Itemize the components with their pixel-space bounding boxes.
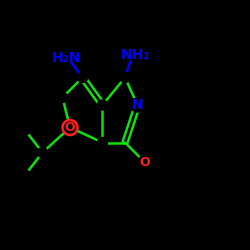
Circle shape — [38, 148, 48, 158]
Circle shape — [20, 170, 30, 180]
Circle shape — [62, 52, 72, 62]
Circle shape — [128, 50, 138, 60]
Circle shape — [138, 156, 152, 170]
Text: NH₂: NH₂ — [120, 48, 150, 62]
Circle shape — [98, 100, 108, 110]
Circle shape — [98, 138, 108, 147]
Circle shape — [120, 72, 130, 83]
Text: H₂N: H₂N — [52, 50, 81, 64]
Text: O: O — [65, 121, 75, 134]
Text: N: N — [132, 98, 143, 112]
Text: O: O — [140, 156, 150, 169]
Circle shape — [62, 120, 78, 135]
Circle shape — [58, 92, 68, 102]
Circle shape — [130, 98, 144, 112]
Circle shape — [20, 125, 30, 135]
Circle shape — [78, 72, 88, 83]
